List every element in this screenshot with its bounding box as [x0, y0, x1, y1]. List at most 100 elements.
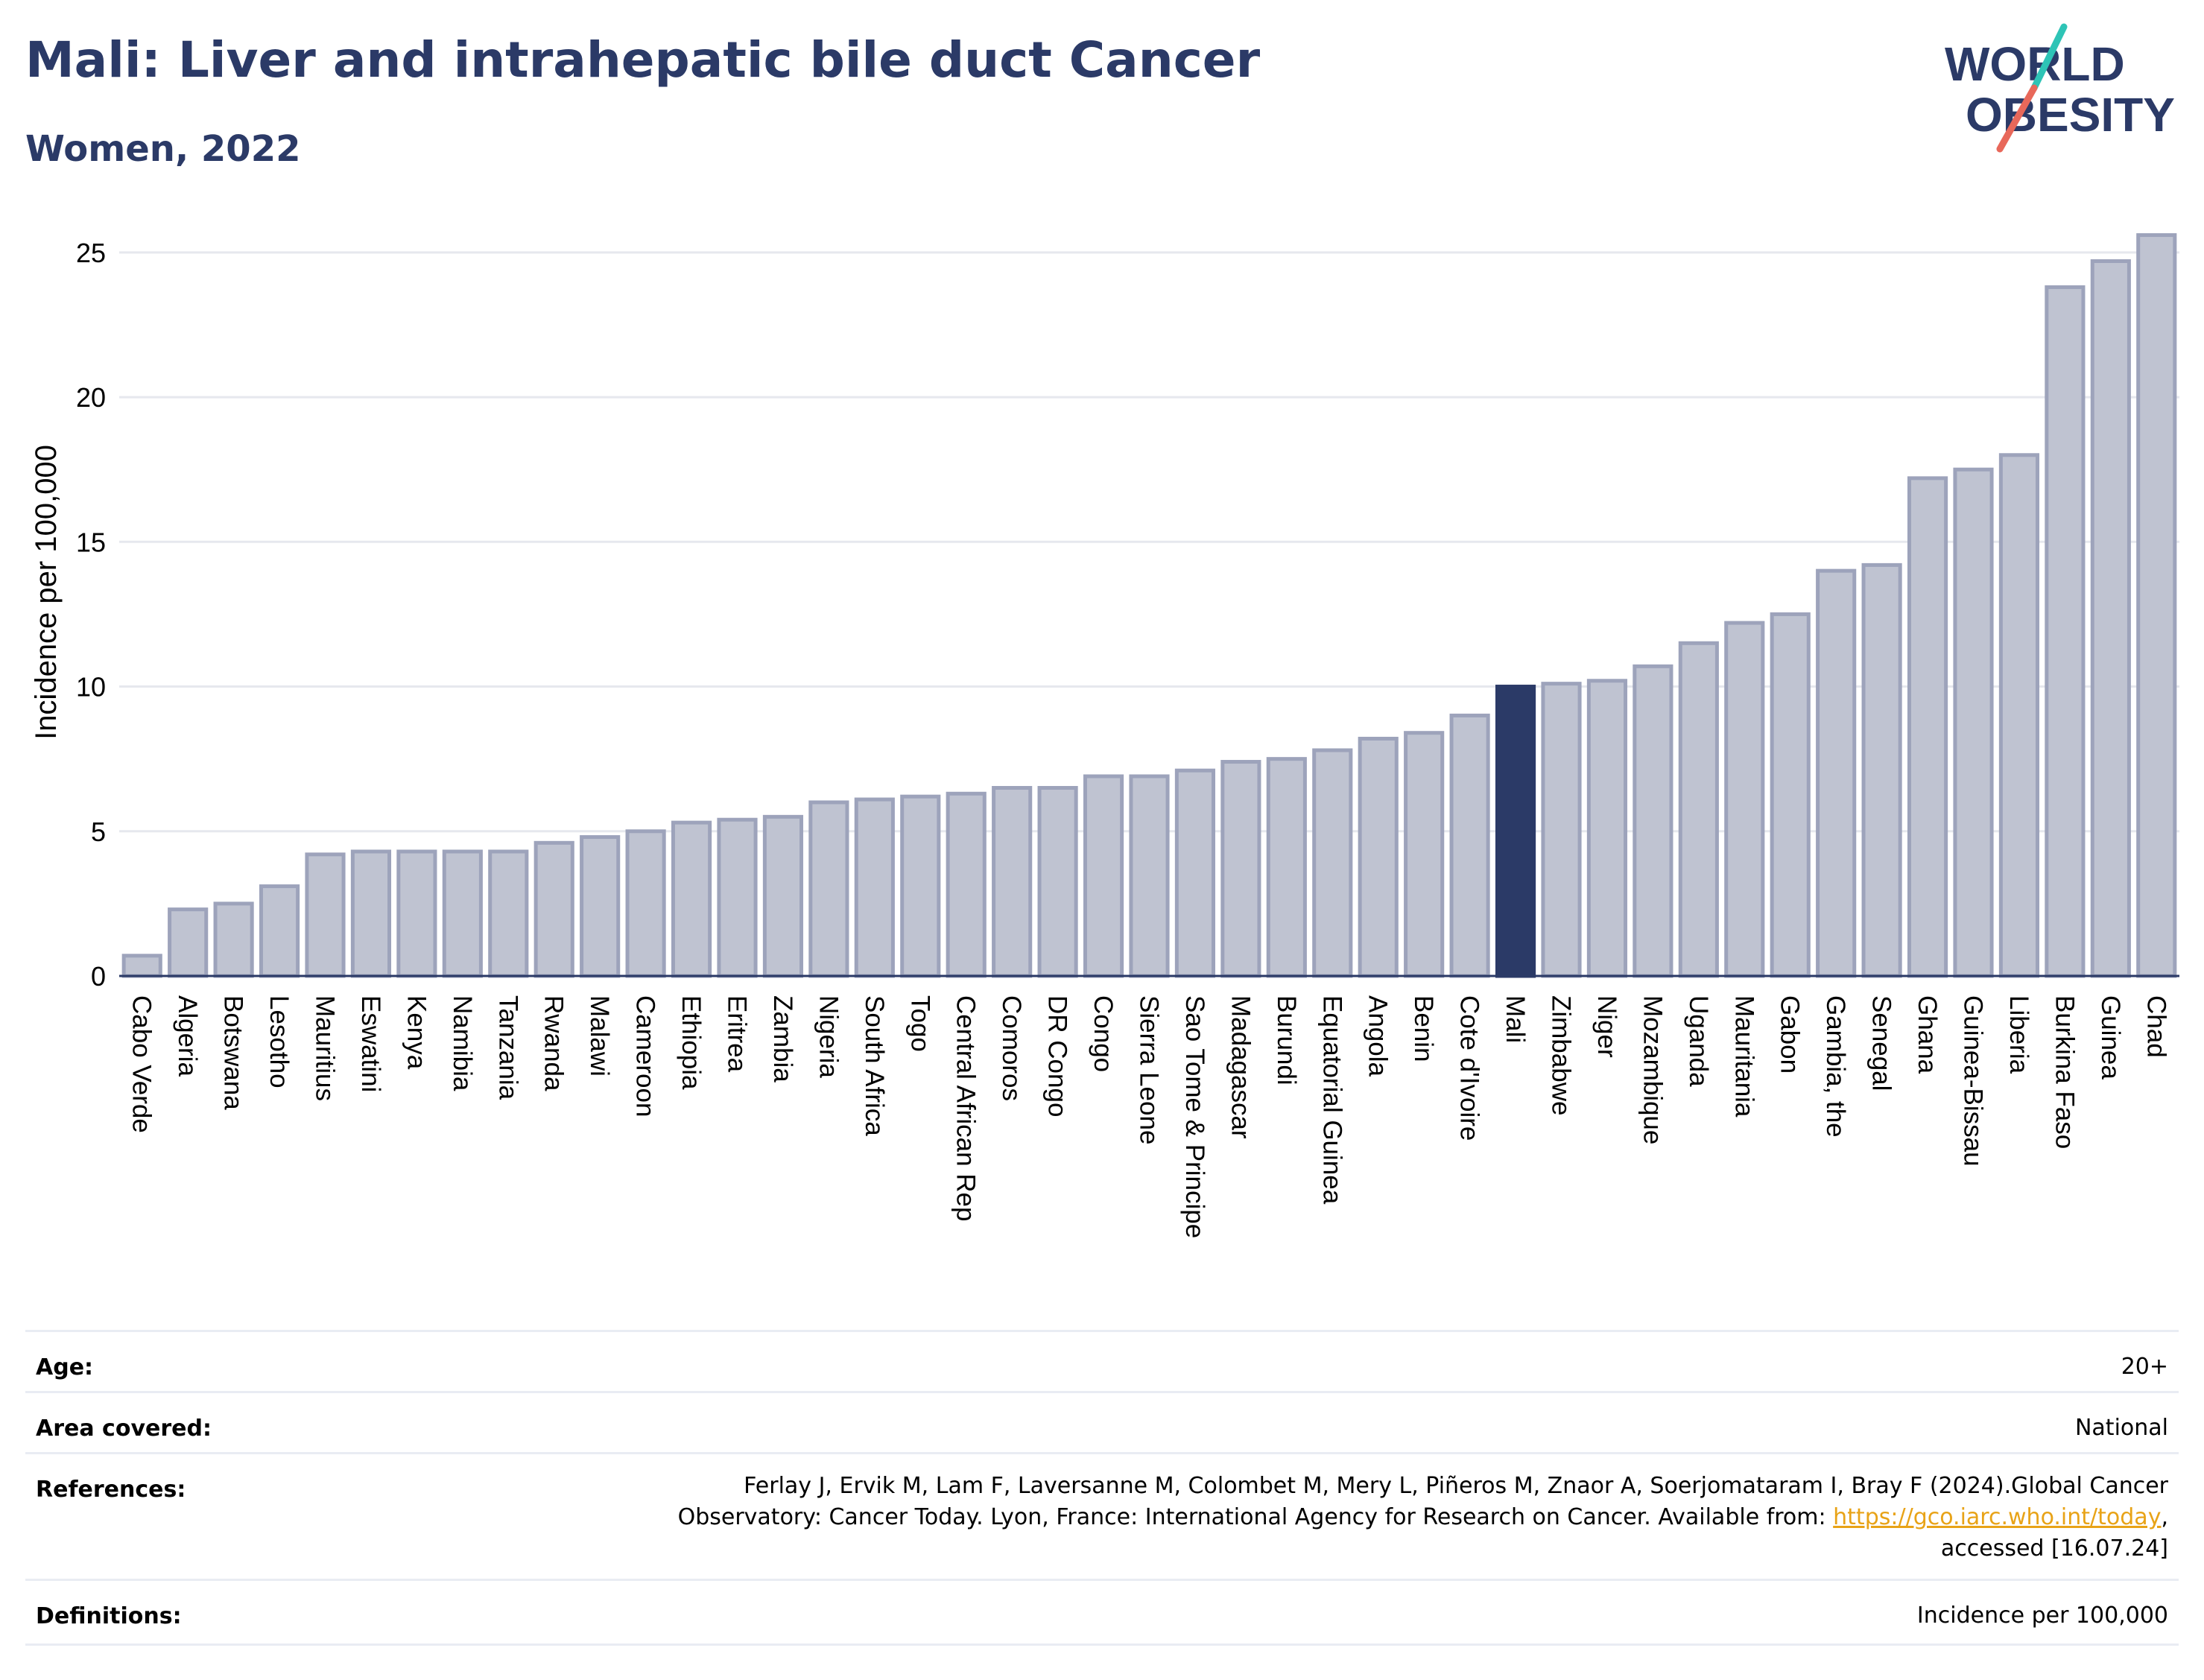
- references-link[interactable]: https://gco.iarc.who.int/today: [1833, 1504, 2162, 1530]
- bar: [1816, 568, 1857, 978]
- bar: [533, 840, 574, 978]
- x-tick-label: Congo: [1089, 995, 1118, 1072]
- bar: [1174, 768, 1216, 978]
- bar: [1220, 760, 1261, 978]
- logo-slash-teal: [2030, 23, 2068, 92]
- x-tick-label: Central African Rep: [951, 995, 981, 1221]
- bar: [168, 907, 209, 978]
- bar: [717, 817, 758, 978]
- chart-title: Mali: Liver and intrahepatic bile duct C…: [25, 31, 1261, 89]
- y-tick-label: 5: [91, 817, 106, 847]
- x-tick-label: Mauritania: [1729, 995, 1758, 1118]
- x-tick-label: Gambia, the: [1821, 995, 1850, 1138]
- x-tick-label: Namibia: [448, 995, 477, 1091]
- x-tick-label: Cabo Verde: [127, 995, 156, 1133]
- bar: [2136, 233, 2177, 978]
- bar: [121, 954, 162, 978]
- y-axis-label: Incidence per 100,000: [30, 445, 63, 740]
- x-tick-label: Burkina Faso: [2050, 995, 2079, 1149]
- x-tick-label: Eritrea: [723, 995, 752, 1073]
- bar: [1861, 562, 1902, 978]
- bar: [1083, 774, 1124, 978]
- bar: [900, 794, 941, 978]
- bar: [1770, 612, 1811, 978]
- x-tick-label: Mauritius: [311, 995, 340, 1101]
- bar: [1358, 736, 1399, 978]
- x-tick-label: Comoros: [997, 995, 1026, 1101]
- info-label: Area covered:: [36, 1416, 212, 1442]
- x-tick-label: South Africa: [860, 995, 889, 1136]
- x-tick-label: Niger: [1592, 995, 1621, 1058]
- info-label: Age:: [36, 1354, 94, 1381]
- x-tick-label: Ethiopia: [677, 995, 706, 1090]
- x-tick-label: Burundi: [1272, 995, 1301, 1085]
- bar: [625, 829, 666, 978]
- bar: [580, 835, 621, 978]
- bar: [1998, 453, 2040, 978]
- y-tick-label: 15: [76, 527, 106, 557]
- x-tick-label: Mali: [1501, 995, 1530, 1043]
- info-label: Definitions:: [36, 1603, 182, 1629]
- bar: [1449, 713, 1490, 978]
- bar: [762, 814, 804, 978]
- x-tick-label: Cameroon: [631, 995, 660, 1117]
- bar: [305, 852, 346, 978]
- logo-slash-coral: [1996, 84, 2038, 153]
- references-link-suffix: ,: [2161, 1504, 2168, 1530]
- x-axis-labels: Cabo Verde Algeria Botswana Lesotho Mauritiu…: [127, 995, 2171, 1238]
- x-tick-label: Angola: [1364, 995, 1393, 1077]
- bar: [488, 849, 529, 978]
- bar: [992, 786, 1033, 978]
- references-line-3: accessed [16.07.24]: [1940, 1535, 2168, 1562]
- x-tick-label: Guinea: [2096, 995, 2125, 1080]
- x-tick-label: Nigeria: [814, 995, 843, 1078]
- bars: [121, 233, 2177, 978]
- info-row-references: References: Ferlay J, Ervik M, Lam F, La…: [25, 1452, 2179, 1579]
- x-tick-label: Madagascar: [1226, 995, 1255, 1139]
- x-tick-label: Malawi: [585, 995, 614, 1077]
- bar-chart: 0 5 10 15 20 25 Cabo Verde Algeria Botswana Leso…: [30, 233, 2179, 1238]
- bar: [946, 791, 987, 978]
- info-row-age: Age: 20+: [25, 1330, 2179, 1392]
- y-axis-ticks: 0 5 10 15 20 25: [76, 238, 106, 992]
- x-tick-label: Tanzania: [493, 995, 522, 1100]
- info-label: References:: [36, 1477, 186, 1503]
- x-tick-label: Senegal: [1867, 995, 1896, 1091]
- bar: [1633, 664, 1673, 978]
- x-tick-label: Botswana: [219, 995, 248, 1110]
- bar: [1586, 679, 1628, 978]
- bar: [1037, 786, 1078, 978]
- x-tick-label: Zambia: [768, 995, 797, 1083]
- x-tick-label: Chad: [2141, 995, 2170, 1058]
- bar: [259, 884, 300, 978]
- chart-subtitle: Women, 2022: [25, 128, 301, 170]
- x-tick-label: Rwanda: [539, 995, 569, 1091]
- x-tick-label: Togo: [905, 995, 934, 1052]
- world-obesity-logo: WORLD OBESITY: [1945, 23, 2175, 153]
- x-tick-label: Lesotho: [265, 995, 294, 1088]
- y-tick-label: 0: [91, 961, 106, 992]
- bar: [213, 901, 254, 978]
- bar: [350, 849, 392, 978]
- bar-highlighted: [1495, 685, 1536, 978]
- info-row-definitions: Definitions: Incidence per 100,000: [25, 1579, 2179, 1646]
- references-line-2: Observatory: Cancer Today. Lyon, France:…: [678, 1502, 2168, 1533]
- x-tick-label: Sierra Leone: [1135, 995, 1164, 1144]
- y-tick-label: 20: [76, 382, 106, 413]
- bar: [2090, 259, 2131, 978]
- bar: [1724, 621, 1765, 978]
- info-value: 20+: [2121, 1354, 2168, 1380]
- bar: [808, 800, 849, 978]
- x-tick-label: Eswatini: [356, 995, 385, 1092]
- x-tick-label: Cote d'Ivoire: [1455, 995, 1484, 1141]
- bar: [442, 849, 483, 978]
- bar: [671, 820, 712, 978]
- x-tick-label: Liberia: [2004, 995, 2033, 1074]
- logo-text-obesity: OBESITY: [1966, 88, 2175, 142]
- x-tick-label: Gabon: [1776, 995, 1805, 1074]
- y-tick-label: 25: [76, 238, 106, 268]
- x-tick-label: Guinea-Bissau: [1959, 995, 1988, 1167]
- bar: [1404, 731, 1445, 978]
- x-tick-label: DR Congo: [1043, 995, 1072, 1117]
- references-line-1: Ferlay J, Ervik M, Lam F, Laversanne M, …: [744, 1473, 2168, 1499]
